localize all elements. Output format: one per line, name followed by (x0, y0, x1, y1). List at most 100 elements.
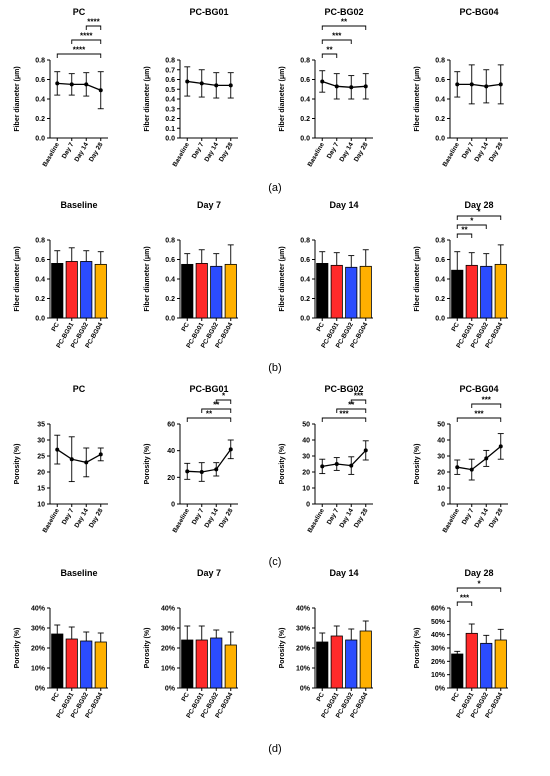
bar-PC-BG02 (80, 640, 93, 689)
panel-label-a: (a) (268, 182, 281, 194)
y-tick-label: 10% (296, 666, 311, 673)
y-axis-label: Porosity (%) (279, 628, 286, 669)
y-tick-label: 10 (302, 486, 310, 493)
x-tick-label: Day 28 (88, 507, 105, 529)
chart-7: Day 14 0.0 0.2 0.4 0.6 0.8 Fiber diameter (μm)… (279, 200, 373, 349)
significance-label: **** (73, 46, 86, 55)
y-tick-label: 50 (302, 422, 310, 429)
y-tick-label: 10 (37, 502, 45, 509)
data-point (469, 82, 474, 87)
bar-PC (181, 639, 194, 689)
y-tick-label: 60% (431, 606, 446, 613)
y-tick-label: 0.8 (165, 238, 175, 245)
chart-title: PC-BG01 (189, 7, 228, 17)
x-tick-label: Day 7 (191, 507, 206, 526)
series-line (57, 82, 101, 91)
significance-label: ** (206, 410, 213, 419)
data-point (69, 82, 74, 87)
chart-16: Day 28 0% 10% 20% 30% 40% 50% 60% Porosity (%) PC… (414, 568, 508, 719)
chart-title: Day 7 (197, 568, 221, 578)
bar-PC-BG01 (65, 261, 78, 319)
y-axis-label: Porosity (%) (414, 444, 421, 485)
x-tick-label: Day 7 (61, 507, 76, 526)
significance-bracket (85, 25, 102, 30)
y-axis-label: Porosity (%) (144, 444, 151, 485)
y-axis-label: Porosity (%) (144, 628, 151, 669)
bar-PC-BG04 (494, 639, 507, 689)
y-tick-label: 20% (431, 659, 446, 666)
y-tick-label: 0% (165, 686, 176, 693)
data-point (55, 447, 60, 452)
y-tick-label: 10% (161, 666, 176, 673)
significance-bracket (456, 601, 473, 606)
data-point (363, 448, 368, 453)
data-point (55, 81, 60, 86)
bar-PC-BG04 (224, 263, 237, 319)
y-tick-label: 10% (31, 666, 46, 673)
bar-PC-BG04 (359, 630, 372, 689)
significance-bracket (321, 53, 338, 58)
series-line (187, 80, 231, 86)
chart-15: Day 140%10%20%30%40%Porosity (%)PCPC-BG0… (279, 568, 373, 719)
bar-PC-BG02 (80, 261, 93, 319)
x-tick-label: Day 7 (326, 507, 341, 526)
bar-PC-BG04 (224, 644, 237, 689)
y-tick-label: 0.2 (165, 116, 175, 123)
bar-PC-BG01 (195, 262, 208, 319)
bar-PC-BG01 (465, 264, 478, 319)
series-line (56, 449, 102, 464)
y-tick-label: 40% (296, 606, 311, 613)
data-point (228, 83, 233, 88)
y-tick-label: 0.3 (165, 106, 175, 113)
significance-bracket (56, 53, 102, 58)
chart-title: PC-BG02 (324, 7, 363, 17)
chart-title: Baseline (60, 200, 97, 210)
y-axis-label: Porosity (%) (14, 628, 21, 669)
y-tick-label: 0.5 (165, 87, 175, 94)
significance-bracket (456, 215, 502, 220)
y-axis-label: Fiber diameter (μm) (14, 246, 21, 311)
y-tick-label: 15 (37, 486, 45, 493)
bar-PC-BG02 (480, 642, 493, 689)
y-tick-label: 20 (437, 470, 445, 477)
bar-PC (451, 269, 464, 319)
y-tick-label: 0.4 (300, 277, 310, 284)
chart-14: Day 70%10%20%30%40%Porosity (%)PCPC-BG01… (144, 568, 238, 719)
data-point (484, 84, 489, 89)
y-tick-label: 0.6 (35, 257, 45, 264)
bar-PC-BG01 (65, 638, 78, 689)
y-axis-label: Fiber diameter (μm) (144, 66, 151, 131)
x-tick-label: Day 28 (353, 507, 370, 529)
significance-label: ** (341, 18, 348, 27)
x-tick-label: Day 7 (461, 507, 476, 526)
series-line (457, 83, 501, 87)
y-tick-label: 40% (31, 606, 46, 613)
significance-bracket (456, 417, 502, 422)
y-tick-label: 0.1 (165, 126, 175, 133)
chart-title: Day 28 (464, 568, 493, 578)
significance-label: *** (474, 410, 484, 419)
y-tick-label: 20% (31, 646, 46, 653)
bar-PC-BG02 (345, 266, 358, 319)
x-tick-label: Day 28 (488, 507, 505, 529)
y-axis-label: Fiber diameter (μm) (144, 246, 151, 311)
data-point (199, 470, 204, 474)
y-tick-label: 0.2 (35, 296, 45, 303)
data-point (199, 81, 204, 86)
y-tick-label: 0.6 (165, 77, 175, 84)
chart-title: Baseline (60, 568, 97, 578)
y-tick-label: 20% (296, 646, 311, 653)
y-tick-label: 30% (296, 626, 311, 633)
chart-title: Day 14 (329, 200, 358, 210)
bar-PC-BG01 (195, 639, 208, 689)
y-tick-label: 0.4 (300, 97, 310, 104)
x-tick-label: PC (180, 691, 191, 703)
significance-label: * (470, 217, 474, 226)
panel-label-d: (d) (268, 743, 281, 755)
x-tick-label: Day 28 (353, 141, 370, 163)
bar-PC-BG04 (94, 641, 107, 689)
y-tick-label: 0.6 (165, 257, 175, 264)
